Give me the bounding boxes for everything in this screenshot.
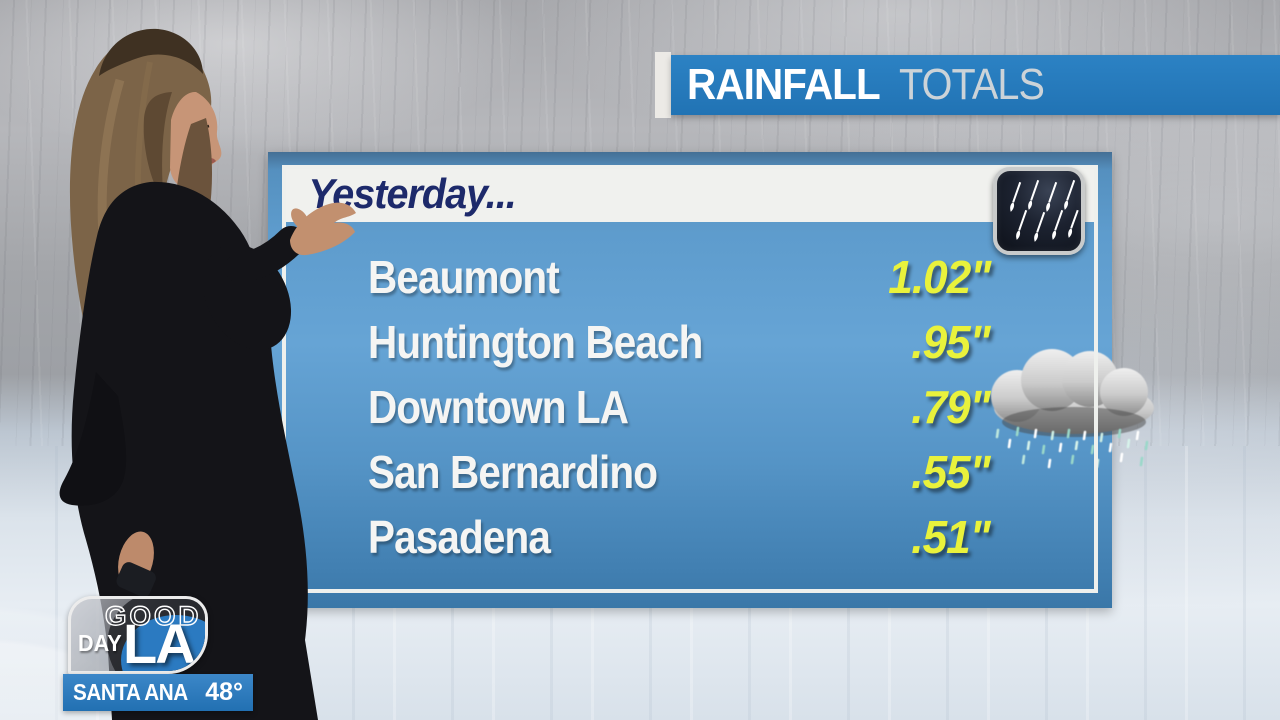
rainfall-amount: 1.02"	[887, 250, 991, 303]
temperature-value: 48°	[205, 678, 243, 706]
banner-title-primary: RAINFALL	[687, 60, 881, 109]
city-name: Pasadena	[368, 510, 551, 563]
city-name: Huntington Beach	[368, 315, 703, 368]
presenter-left-sleeve	[59, 372, 127, 506]
presenter-remote	[116, 562, 156, 597]
rainfall-row: Pasadena .51"	[368, 504, 991, 569]
rainfall-amount: .55"	[911, 445, 991, 498]
rainfall-row: San Bernardino .55"	[368, 439, 991, 504]
rainfall-amount: .79"	[911, 380, 991, 433]
banner-title-secondary: TOTALS	[898, 60, 1045, 109]
city-name: Downtown LA	[368, 380, 629, 433]
city-name: Beaumont	[368, 250, 560, 303]
station-logo: GOOD DAY LA	[68, 596, 208, 674]
city-name: San Bernardino	[368, 445, 658, 498]
presenter-hair-top	[99, 28, 203, 76]
heavy-rain-icon	[993, 167, 1085, 255]
rainfall-row: Huntington Beach .95"	[368, 309, 991, 374]
rain-cloud-icon	[991, 349, 1154, 469]
banner-accent-bar	[655, 52, 671, 118]
rain-cloud-graphic	[972, 342, 1177, 472]
rainfall-panel: Yesterday... Beaumont 1.02" Huntington B…	[268, 152, 1112, 608]
rainfall-rows: Beaumont 1.02" Huntington Beach .95" Dow…	[368, 244, 991, 569]
title-banner: RAINFALL TOTALS	[655, 52, 1280, 118]
presenter-thumb	[291, 208, 309, 230]
rainfall-amount: .95"	[911, 315, 991, 368]
presenter-forearm	[225, 226, 306, 283]
panel-header: Yesterday...	[282, 165, 1098, 222]
logo-word-la: LA	[123, 612, 196, 674]
rainfall-amount: .51"	[911, 510, 991, 563]
rainfall-row: Beaumont 1.02"	[368, 244, 991, 309]
weather-presenter	[59, 28, 356, 720]
banner-bar: RAINFALL TOTALS	[671, 55, 1280, 115]
rainfall-row: Downtown LA .79"	[368, 374, 991, 439]
location-label: SANTA ANA	[73, 679, 188, 705]
cloud-raindrops	[995, 426, 1149, 469]
logo-word-good: GOOD	[104, 600, 202, 631]
location-temp-bar: SANTA ANA 48°	[63, 674, 253, 711]
presenter-right-hand	[290, 202, 356, 256]
presenter-hair-side	[143, 92, 172, 204]
logo-word-day: DAY	[78, 630, 122, 656]
